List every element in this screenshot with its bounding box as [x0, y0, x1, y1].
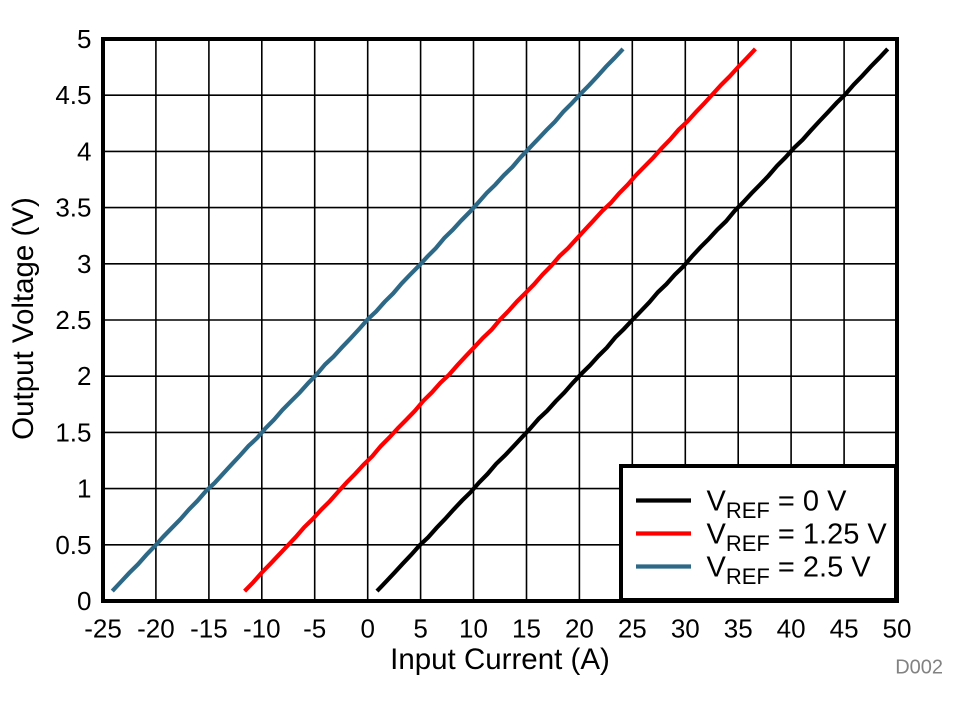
svg-text:-25: -25: [84, 614, 122, 644]
svg-text:-10: -10: [243, 614, 281, 644]
svg-text:35: 35: [724, 614, 753, 644]
svg-text:Input Current (A): Input Current (A): [390, 643, 610, 676]
svg-text:4: 4: [77, 136, 91, 166]
svg-text:3: 3: [77, 249, 91, 279]
svg-text:40: 40: [777, 614, 806, 644]
svg-text:2.5: 2.5: [55, 305, 91, 335]
svg-text:-5: -5: [303, 614, 326, 644]
svg-text:Output Voltage (V): Output Voltage (V): [7, 197, 40, 440]
svg-text:45: 45: [830, 614, 859, 644]
svg-text:1.5: 1.5: [55, 417, 91, 447]
svg-text:VREF = 2.5 V: VREF = 2.5 V: [707, 552, 872, 589]
svg-text:10: 10: [459, 614, 488, 644]
svg-text:5: 5: [413, 614, 427, 644]
svg-text:0.5: 0.5: [55, 530, 91, 560]
svg-text:1: 1: [77, 474, 91, 504]
svg-text:15: 15: [512, 614, 541, 644]
svg-text:5: 5: [77, 24, 91, 54]
svg-text:D002: D002: [895, 657, 943, 679]
svg-text:3.5: 3.5: [55, 193, 91, 223]
svg-text:20: 20: [565, 614, 594, 644]
svg-text:25: 25: [618, 614, 647, 644]
svg-text:30: 30: [671, 614, 700, 644]
svg-text:0: 0: [360, 614, 374, 644]
svg-text:2: 2: [77, 361, 91, 391]
svg-text:4.5: 4.5: [55, 80, 91, 110]
svg-text:VREF = 0 V: VREF = 0 V: [707, 486, 848, 523]
svg-text:50: 50: [883, 614, 912, 644]
svg-text:-15: -15: [190, 614, 228, 644]
svg-text:-20: -20: [137, 614, 175, 644]
svg-text:0: 0: [77, 586, 91, 616]
